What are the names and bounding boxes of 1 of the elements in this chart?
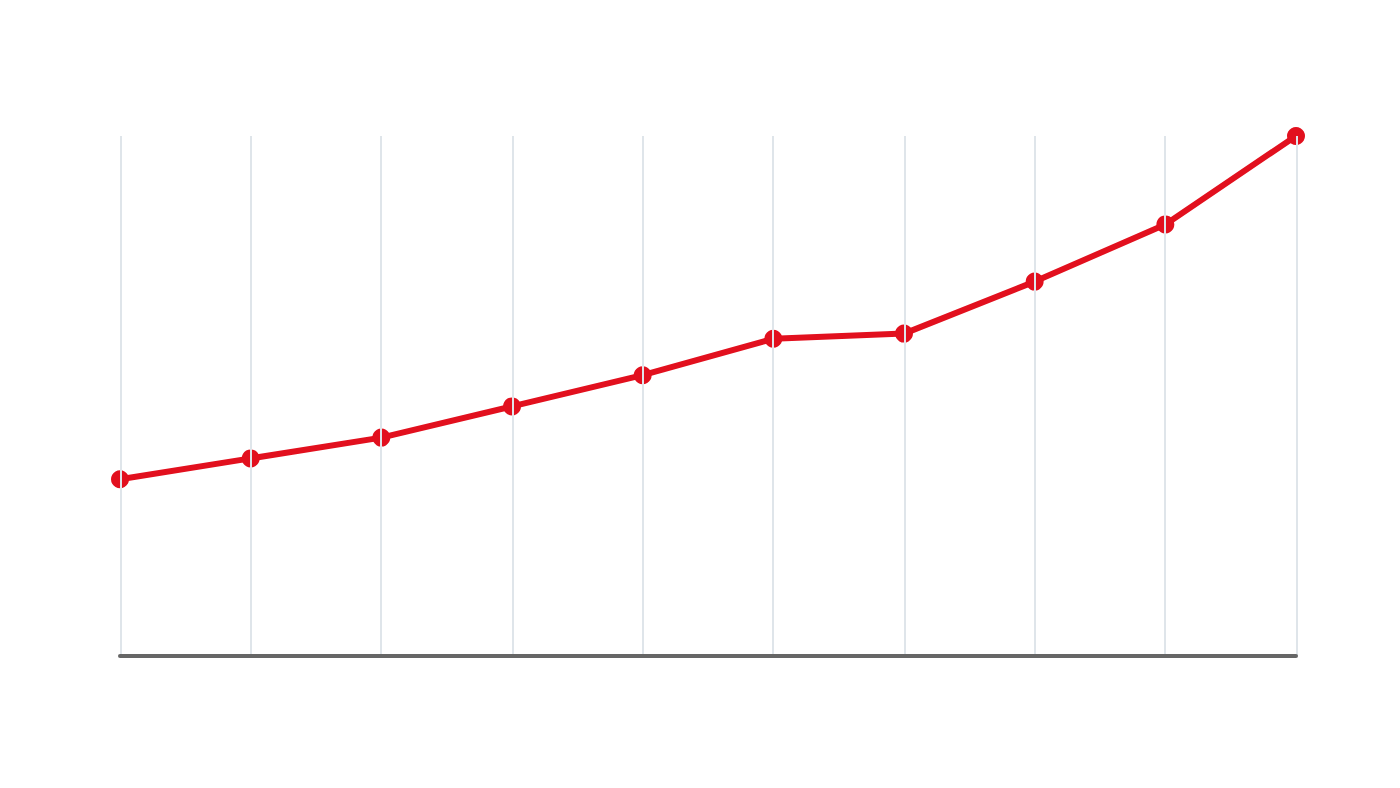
point [1287, 127, 1305, 145]
